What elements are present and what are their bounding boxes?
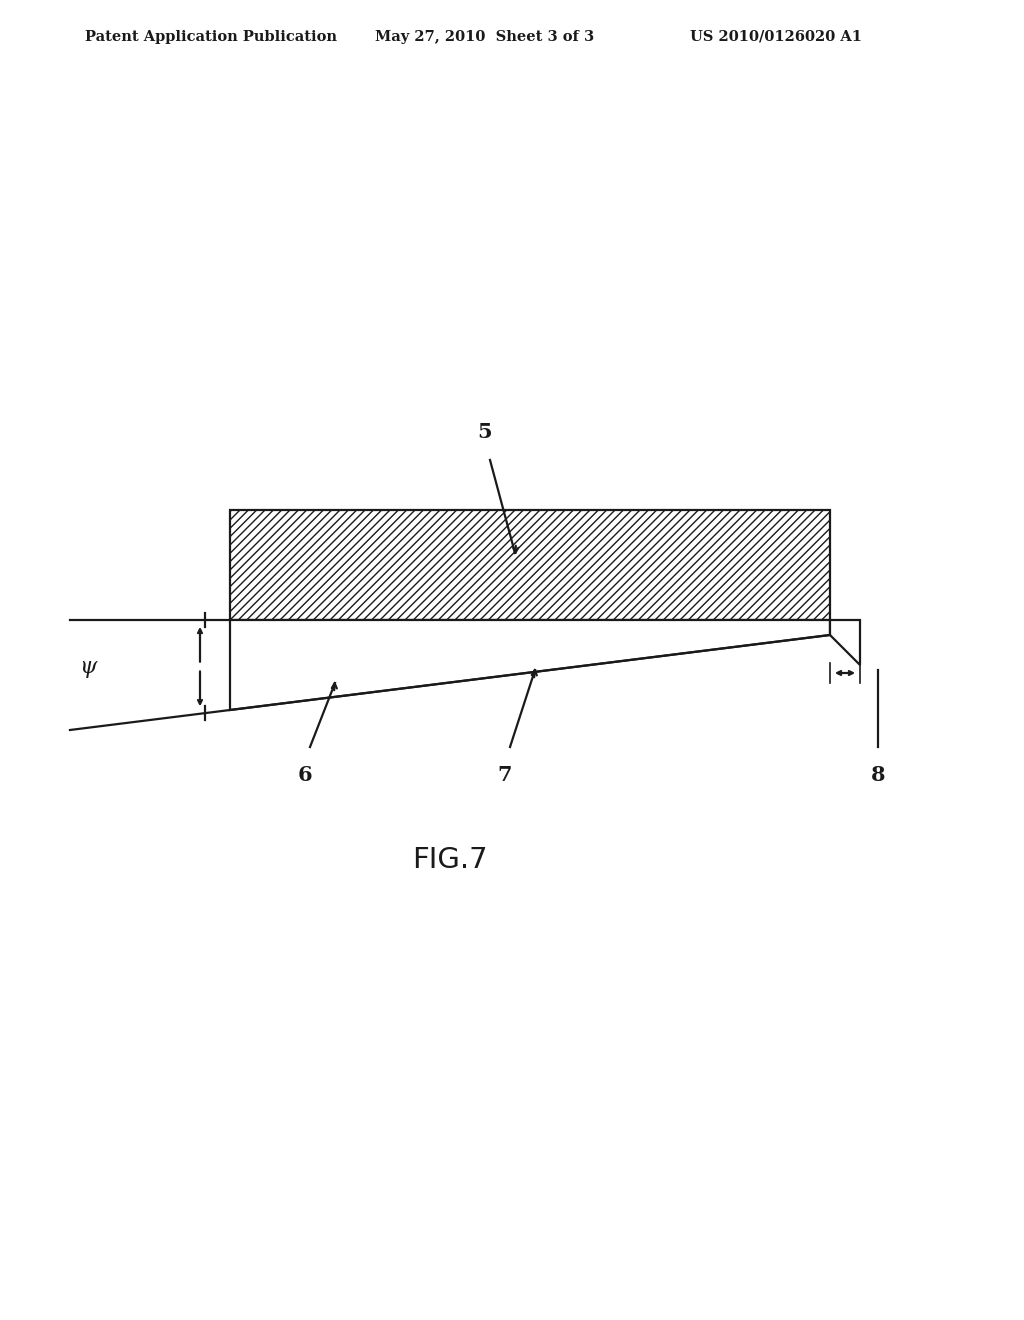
Text: FIG.7: FIG.7 <box>413 846 487 874</box>
Text: ψ: ψ <box>79 656 96 677</box>
Text: 8: 8 <box>870 766 886 785</box>
Text: 7: 7 <box>498 766 512 785</box>
Text: 6: 6 <box>298 766 312 785</box>
Polygon shape <box>830 620 860 665</box>
Text: US 2010/0126020 A1: US 2010/0126020 A1 <box>690 30 862 44</box>
Polygon shape <box>230 620 830 710</box>
Text: 5: 5 <box>477 422 493 442</box>
Text: Patent Application Publication: Patent Application Publication <box>85 30 337 44</box>
Polygon shape <box>230 510 830 620</box>
Text: May 27, 2010  Sheet 3 of 3: May 27, 2010 Sheet 3 of 3 <box>375 30 594 44</box>
